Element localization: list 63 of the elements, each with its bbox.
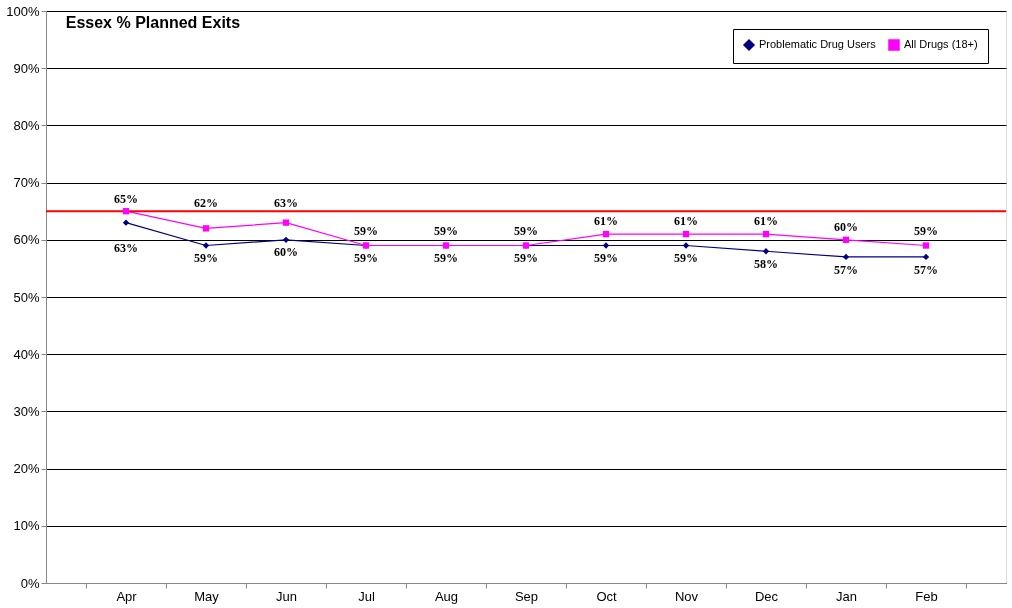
point xyxy=(762,230,770,238)
y-tick-label: 40% xyxy=(13,346,40,362)
data-label: 65% xyxy=(114,191,138,206)
data-label: 59% xyxy=(914,223,938,238)
y-tick-label: 10% xyxy=(13,518,40,534)
x-tick-label: Jun xyxy=(276,588,297,604)
x-tick-label: Aug xyxy=(434,588,459,604)
legend-label: All Drugs (18+) xyxy=(904,38,978,50)
y-tick-label: 80% xyxy=(13,117,40,133)
point xyxy=(122,208,130,215)
data-label: 60% xyxy=(274,245,298,260)
y-tick-label: 50% xyxy=(13,289,40,305)
data-label: 58% xyxy=(754,256,778,271)
data-label: 62% xyxy=(194,196,218,211)
x-tick-label: Sep xyxy=(514,588,539,604)
point xyxy=(122,219,130,226)
point xyxy=(602,230,610,238)
x-tick-label: Jan xyxy=(836,588,857,604)
data-label: 59% xyxy=(354,251,378,266)
point xyxy=(282,219,290,226)
point xyxy=(842,236,850,243)
data-label: 59% xyxy=(594,251,618,266)
point xyxy=(282,236,290,243)
x-tick-label: Feb xyxy=(915,588,938,604)
legend-label: Problematic Drug Users xyxy=(759,38,877,50)
y-tick-label: 20% xyxy=(13,461,40,477)
point xyxy=(682,242,690,249)
data-label: 59% xyxy=(674,251,698,266)
data-label: 63% xyxy=(114,240,138,255)
x-tick-label: Nov xyxy=(674,588,699,604)
point xyxy=(202,242,210,249)
data-label: 59% xyxy=(514,223,538,238)
data-label: 61% xyxy=(594,214,618,229)
data-label: 61% xyxy=(674,214,698,229)
data-label: 57% xyxy=(834,262,858,277)
y-tick-label: 90% xyxy=(13,60,40,76)
point xyxy=(922,242,930,249)
y-tick-label: 0% xyxy=(20,575,40,591)
data-label: 59% xyxy=(434,223,458,238)
y-tick-label: 100% xyxy=(6,3,40,19)
data-label: 59% xyxy=(434,251,458,266)
point xyxy=(202,225,210,232)
x-tick-label: Jul xyxy=(358,588,375,604)
y-tick-label: 60% xyxy=(13,232,40,248)
point xyxy=(842,253,850,261)
data-label: 59% xyxy=(514,251,538,266)
point xyxy=(602,242,610,249)
x-tick-label: Dec xyxy=(754,588,779,604)
point xyxy=(922,253,930,261)
x-tick-label: Oct xyxy=(596,588,617,604)
x-tick-label: Apr xyxy=(116,588,138,604)
y-tick-label: 30% xyxy=(13,403,40,419)
data-label: 61% xyxy=(754,214,778,229)
point xyxy=(762,248,770,255)
data-label: 59% xyxy=(194,251,218,266)
data-label: 59% xyxy=(354,223,378,238)
x-tick-label: May xyxy=(194,588,220,604)
data-label: 57% xyxy=(914,262,938,277)
data-label: 60% xyxy=(834,220,858,235)
data-label: 63% xyxy=(274,196,298,211)
point xyxy=(682,230,690,238)
chart-title: Essex % Planned Exits xyxy=(65,14,241,31)
y-tick-label: 70% xyxy=(13,175,40,191)
